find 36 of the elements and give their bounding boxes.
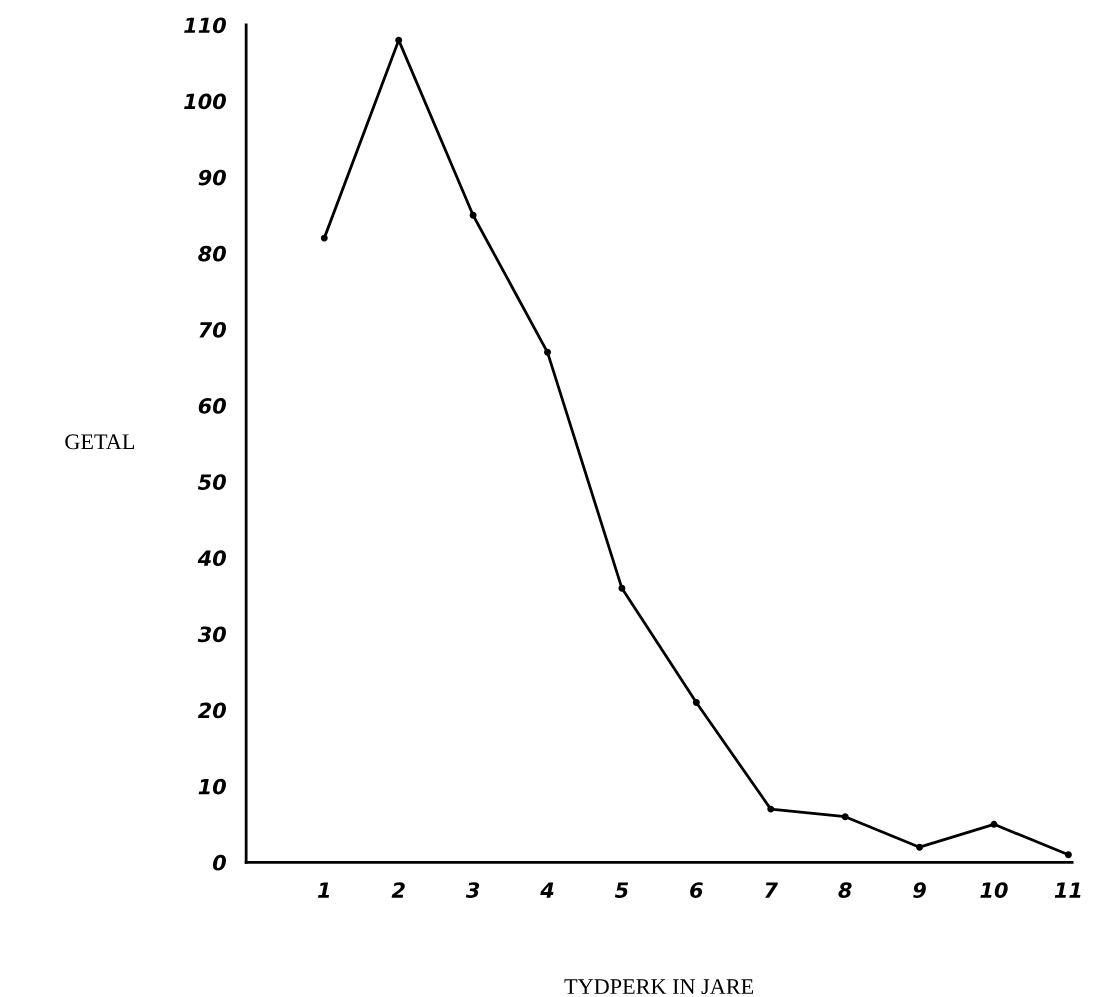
x-tick-label: 6 xyxy=(690,882,703,898)
y-tick-label: 100 xyxy=(184,93,226,110)
y-tick-label: 70 xyxy=(199,321,226,338)
y-tick-label: 20 xyxy=(197,702,226,719)
point xyxy=(1064,851,1072,859)
x-tick-label: 11 xyxy=(1054,882,1081,898)
y-tick-label: 50 xyxy=(197,474,226,490)
y-tick-label: 10 xyxy=(198,778,226,795)
y-tick-label: 60 xyxy=(198,398,226,414)
point xyxy=(618,584,626,592)
x-tick-label: 4 xyxy=(540,882,554,898)
point xyxy=(395,36,403,44)
y-tick-label: 80 xyxy=(198,245,226,262)
x-tick-label: 7 xyxy=(765,882,778,898)
y-axis-title: GETAL xyxy=(65,434,135,450)
point xyxy=(320,234,328,242)
y-tick-label: 0 xyxy=(212,854,226,871)
x-tick-label: 10 xyxy=(980,882,1008,898)
x-tick-label: 5 xyxy=(614,882,629,898)
x-tick-label: 1 xyxy=(317,882,330,898)
point xyxy=(990,820,998,828)
y-tick-label: 110 xyxy=(184,17,226,34)
x-axis-title: TYDPERK IN JARE xyxy=(564,979,754,995)
point xyxy=(916,843,924,851)
x-tick-label: 9 xyxy=(913,882,926,898)
x-tick-label: 3 xyxy=(465,882,480,898)
point xyxy=(469,211,477,219)
point xyxy=(841,813,849,821)
x-tick-label: 2 xyxy=(391,882,405,898)
point xyxy=(692,699,700,706)
point xyxy=(544,348,551,356)
x-tick-label: 8 xyxy=(838,882,852,898)
y-tick-label: 40 xyxy=(197,550,226,567)
y-tick-label: 30 xyxy=(197,626,226,643)
point xyxy=(767,805,775,813)
y-tick-label: 90 xyxy=(198,169,226,186)
